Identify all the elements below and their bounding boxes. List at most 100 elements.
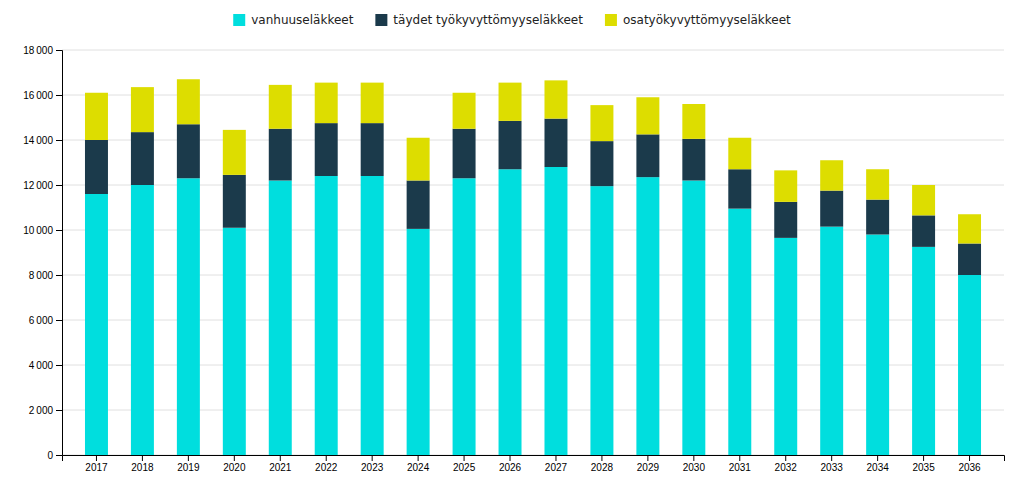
grid-line xyxy=(62,365,1004,366)
x-tick-mark xyxy=(188,455,189,461)
bar-segment xyxy=(728,209,751,455)
bar-segment xyxy=(361,123,384,176)
bar-segment xyxy=(85,194,108,455)
bar-segment xyxy=(728,169,751,208)
bar-segment xyxy=(912,185,935,215)
bar-segment xyxy=(590,141,613,186)
x-tick-label: 2030 xyxy=(683,462,706,473)
legend-swatch xyxy=(233,14,245,26)
x-tick: 2033 xyxy=(821,455,844,473)
x-tick-label: 2026 xyxy=(499,462,522,473)
y-tick: 12 000 xyxy=(23,180,62,191)
bar-segment xyxy=(866,235,889,456)
grid-line xyxy=(62,320,1004,321)
y-tick-mark xyxy=(56,275,62,276)
bar-segment xyxy=(636,97,659,134)
x-tick-mark xyxy=(510,455,511,461)
x-tick-mark xyxy=(647,455,648,461)
y-tick: 14 000 xyxy=(23,135,62,146)
bar-segment xyxy=(866,200,889,235)
grid-line xyxy=(62,95,1004,96)
x-tick: 2024 xyxy=(407,455,430,473)
y-tick-mark xyxy=(56,185,62,186)
series xyxy=(85,167,981,455)
legend-swatch xyxy=(605,14,617,26)
x-tick: 2029 xyxy=(637,455,660,473)
x-tick-mark xyxy=(234,455,235,461)
x-tick-label: 2036 xyxy=(958,462,981,473)
bar-segment xyxy=(499,121,522,169)
x-tick-label: 2033 xyxy=(821,462,844,473)
y-tick: 10 000 xyxy=(23,225,62,236)
y-tick-mark xyxy=(56,50,62,51)
x-tick-label: 2029 xyxy=(637,462,660,473)
x-tick: 2027 xyxy=(545,455,568,473)
x-tick: 2034 xyxy=(867,455,890,473)
y-tick-label: 6 000 xyxy=(29,315,54,326)
y-tick-mark xyxy=(56,320,62,321)
y-tick-label: 16 000 xyxy=(23,90,53,101)
bar-segment xyxy=(774,202,797,238)
grid-line xyxy=(62,275,1004,276)
legend-label: vanhuuseläkkeet xyxy=(251,13,353,27)
x-tick-mark xyxy=(372,455,373,461)
legend-item: täydet työkyvyttömyyseläkkeet xyxy=(375,13,583,27)
bar-segment xyxy=(636,134,659,177)
y-tick: 16 000 xyxy=(23,90,62,101)
y-tick-mark xyxy=(56,140,62,141)
legend: vanhuuseläkkeet täydet työkyvyttömyyseläk… xyxy=(233,13,791,27)
x-tick: 2032 xyxy=(775,455,798,473)
bar-segment xyxy=(958,244,981,276)
bar-segment xyxy=(407,138,430,181)
x-tick-mark xyxy=(785,455,786,461)
y-tick-mark xyxy=(56,455,62,456)
bar-segment xyxy=(682,104,705,139)
x-tick-mark xyxy=(831,455,832,461)
grid-line xyxy=(62,50,1004,51)
x-tick-mark xyxy=(326,455,327,461)
x-tick-mark xyxy=(418,455,419,461)
legend-label: täydet työkyvyttömyyseläkkeet xyxy=(393,13,583,27)
bar-segment xyxy=(407,229,430,455)
y-tick: 2 000 xyxy=(29,405,62,416)
x-tick-label: 2017 xyxy=(85,462,108,473)
bar-segment xyxy=(177,124,200,178)
x-tick-label: 2023 xyxy=(361,462,384,473)
y-tick-mark xyxy=(56,410,62,411)
x-tick: 2023 xyxy=(361,455,384,473)
grid-line xyxy=(62,230,1004,231)
bar-segment xyxy=(590,186,613,455)
bar-segment xyxy=(866,169,889,199)
legend-swatch xyxy=(375,14,387,26)
bar-segment xyxy=(453,178,476,455)
x-tick-label: 2035 xyxy=(912,462,935,473)
x-tick-label: 2019 xyxy=(177,462,200,473)
y-tick-label: 0 xyxy=(47,450,53,461)
x-tick-label: 2031 xyxy=(729,462,752,473)
bar-segment xyxy=(269,85,292,129)
x-tick-mark xyxy=(877,455,878,461)
bar-segment xyxy=(269,129,292,181)
bar-segment xyxy=(85,140,108,194)
y-tick: 4 000 xyxy=(29,360,62,371)
x-tick: 2022 xyxy=(315,455,338,473)
x-tick-label: 2028 xyxy=(591,462,614,473)
x-tick-label: 2018 xyxy=(131,462,154,473)
bar-segment xyxy=(590,105,613,141)
y-tick-label: 18 000 xyxy=(23,45,53,56)
bar-segment xyxy=(223,228,246,455)
x-axis-line xyxy=(63,456,1005,462)
y-tick: 0 xyxy=(47,450,62,461)
y-tick-label: 8 000 xyxy=(29,270,54,281)
x-tick-mark xyxy=(96,455,97,461)
bar-segment xyxy=(820,160,843,190)
x-tick: 2030 xyxy=(683,455,706,473)
bar-segment xyxy=(131,132,154,185)
y-tick-label: 4 000 xyxy=(29,360,54,371)
x-tick: 2019 xyxy=(177,455,200,473)
legend-item: osatyökyvyttömyyseläkkeet xyxy=(605,13,791,27)
bar-segment xyxy=(453,93,476,129)
x-tick-mark xyxy=(555,455,556,461)
bar-segment xyxy=(269,181,292,456)
x-tick: 2026 xyxy=(499,455,522,473)
